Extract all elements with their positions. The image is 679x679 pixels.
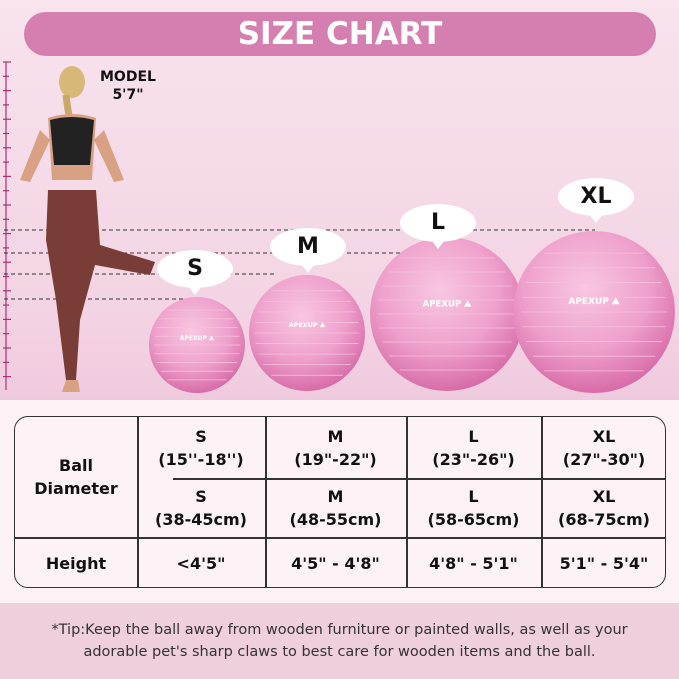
height-range-cell: 5'1" - 5'4"	[559, 553, 649, 573]
brand-logo: APEXUP ⛰	[180, 335, 215, 342]
tip-line-2: adorable pet's sharp claws to best care …	[83, 644, 596, 660]
size-bubble-s: S	[157, 250, 233, 295]
diameter-cm-cell: M (48-55cm)	[289, 486, 382, 529]
brand-logo: APEXUP ⛰	[568, 297, 620, 307]
scene-illustration: APEXUP ⛰ APEXUP ⛰ APEXUP ⛰ APEXUP ⛰	[3, 61, 675, 393]
height-range-cell: <4'5"	[176, 553, 226, 573]
size-bubble-xl: XL	[558, 178, 634, 223]
diameter-inches-cell: M (19"-22")	[294, 426, 377, 469]
model-height-text: 5'7"	[112, 87, 144, 103]
diameter-inches-cell: S (15''-18'')	[158, 426, 244, 469]
diameter-cm-cell: XL (68-75cm)	[558, 486, 650, 529]
row-header-diameter: Ball Diameter	[34, 456, 118, 498]
exercise-ball-m: APEXUP ⛰	[249, 275, 365, 391]
model-label-text: MODEL	[100, 69, 156, 85]
model-figure	[20, 66, 155, 392]
exercise-ball-l: APEXUP ⛰	[370, 237, 524, 391]
tip-line-1: *Tip:Keep the ball away from wooden furn…	[51, 622, 628, 638]
height-range-cell: 4'5" - 4'8"	[291, 553, 380, 573]
diameter-cm-cell: S (38-45cm)	[155, 486, 247, 529]
size-table: Ball Diameter Height S (15''-18'') S (38-45…	[14, 416, 666, 588]
page-title: SIZE CHART	[24, 12, 656, 56]
diameter-inches-cell: L (23"-26")	[432, 426, 515, 469]
diameter-cm-cell: L (58-65cm)	[427, 486, 520, 529]
height-range-cell: 4'8" - 5'1"	[429, 553, 518, 573]
exercise-ball-xl: APEXUP ⛰	[513, 231, 675, 393]
size-bubble-m: M	[270, 228, 346, 273]
diameter-inches-cell: XL (27"-30")	[562, 426, 646, 469]
model-height-label: MODEL 5'7"	[100, 68, 156, 104]
size-bubble-l: L	[400, 204, 476, 249]
brand-logo: APEXUP ⛰	[423, 299, 472, 309]
brand-logo: APEXUP ⛰	[289, 321, 326, 329]
exercise-ball-s: APEXUP ⛰	[149, 297, 245, 393]
row-header-height: Height	[45, 553, 107, 573]
height-ruler	[3, 61, 11, 390]
care-tip: *Tip:Keep the ball away from wooden furn…	[0, 603, 679, 679]
